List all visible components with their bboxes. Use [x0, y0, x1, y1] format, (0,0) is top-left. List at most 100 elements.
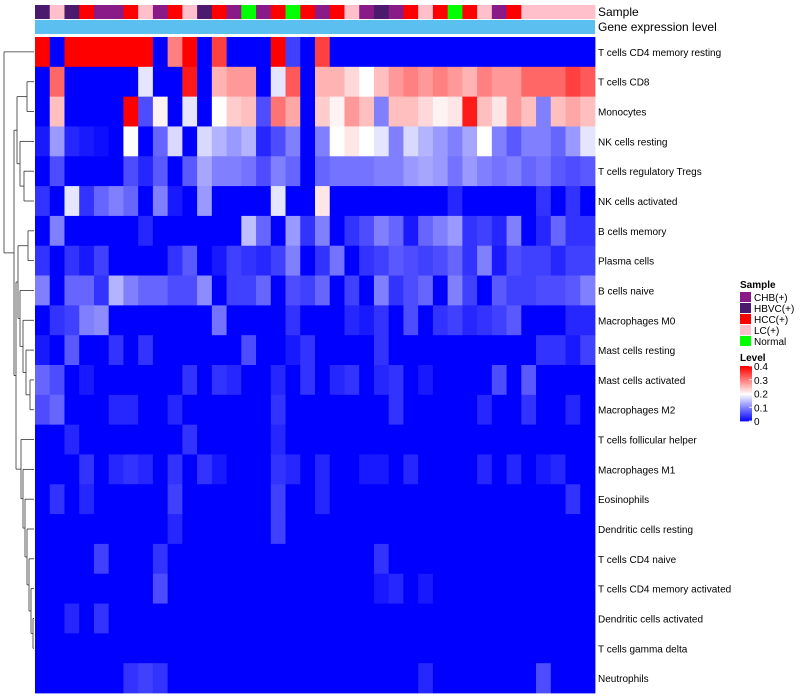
- heatmap-cell: [285, 305, 301, 336]
- sample-annotation-cell: [477, 5, 493, 19]
- heatmap-cell: [491, 603, 507, 634]
- heatmap-cell: [536, 573, 552, 604]
- heatmap-cell: [329, 573, 345, 604]
- heatmap-cell: [550, 66, 566, 98]
- sample-annotation-cell: [300, 5, 316, 19]
- heatmap-cell: [270, 186, 286, 217]
- sample-annotation-cell: [64, 5, 80, 19]
- annotation-label-expression: Gene expression level: [598, 20, 717, 34]
- heatmap-cell: [226, 543, 242, 575]
- heatmap-cell: [521, 365, 537, 396]
- heatmap-cell: [447, 335, 463, 366]
- heatmap-cell: [418, 215, 434, 247]
- heatmap-cell: [300, 514, 316, 545]
- heatmap-cell: [373, 663, 390, 694]
- heatmap-cell: [256, 275, 272, 306]
- heatmap-cell: [182, 663, 198, 694]
- heatmap-cell: [285, 424, 301, 455]
- heatmap-cell: [565, 454, 581, 485]
- heatmap-cell: [491, 633, 507, 664]
- heatmap-cell: [388, 215, 404, 247]
- heatmap-cell: [93, 245, 110, 276]
- heatmap-cell: [477, 394, 493, 426]
- heatmap-cell: [79, 126, 95, 157]
- heatmap-cell: [300, 245, 316, 276]
- heatmap-cell: [123, 66, 139, 98]
- heatmap-cell: [506, 37, 522, 68]
- heatmap-cell: [491, 365, 507, 396]
- heatmap-cell: [123, 37, 139, 68]
- heatmap-cell: [226, 66, 242, 98]
- heatmap-cell: [550, 663, 566, 694]
- heatmap-cell: [359, 394, 375, 426]
- legend-gradient-step: [740, 405, 752, 408]
- heatmap-cell: [359, 603, 375, 634]
- heatmap-cell: [138, 305, 154, 336]
- heatmap-cell: [506, 305, 522, 336]
- heatmap-cell: [226, 603, 242, 634]
- heatmap-cell: [270, 96, 286, 127]
- heatmap-cell: [108, 66, 124, 98]
- heatmap-cell: [197, 365, 213, 396]
- heatmap-cell: [285, 126, 301, 157]
- heatmap-cell: [344, 37, 360, 68]
- heatmap-cell: [226, 573, 242, 604]
- heatmap-cell: [506, 126, 522, 157]
- heatmap-cell: [447, 424, 463, 455]
- heatmap-cell: [64, 365, 80, 396]
- heatmap-cell: [108, 633, 124, 664]
- heatmap-cell: [270, 663, 286, 694]
- heatmap-cell: [403, 96, 419, 127]
- heatmap-cell: [403, 245, 419, 276]
- heatmap-cell: [447, 275, 463, 306]
- heatmap-cell: [152, 454, 169, 485]
- legend-gradient-step: [740, 419, 752, 422]
- heatmap-cell: [79, 305, 95, 336]
- sample-annotation-cell: [93, 5, 110, 19]
- heatmap-cell: [521, 215, 537, 247]
- heatmap-cell: [241, 186, 257, 217]
- heatmap-cell: [108, 365, 124, 396]
- heatmap-cell: [270, 424, 286, 455]
- heatmap-cell: [447, 543, 463, 575]
- heatmap-cell: [506, 424, 522, 455]
- heatmap-cell: [536, 663, 552, 694]
- heatmap-cell: [447, 66, 463, 98]
- heatmap-cell: [256, 543, 272, 575]
- legend-gradient-step: [740, 371, 752, 374]
- heatmap-cell: [491, 156, 507, 187]
- heatmap-cell: [285, 514, 301, 545]
- legend-gradient-step: [740, 378, 752, 381]
- heatmap-cell: [477, 215, 493, 247]
- heatmap-cell: [270, 633, 286, 664]
- heatmap-cell: [285, 365, 301, 396]
- heatmap-cell: [506, 543, 522, 575]
- heatmap-cell: [521, 335, 537, 366]
- heatmap-cell: [373, 156, 390, 187]
- heatmap-cell: [152, 394, 169, 426]
- heatmap-cell: [211, 37, 227, 68]
- heatmap-cell: [241, 394, 257, 426]
- heatmap-cell: [64, 66, 80, 98]
- heatmap-cell: [344, 394, 360, 426]
- heatmap-cell: [418, 126, 434, 157]
- heatmap-cell: [506, 275, 522, 306]
- heatmap-cell: [167, 514, 183, 545]
- heatmap-cell: [138, 126, 154, 157]
- heatmap-cell: [167, 37, 183, 68]
- heatmap-cell: [35, 96, 51, 127]
- heatmap-cell: [462, 454, 478, 485]
- heatmap-cell: [256, 335, 272, 366]
- heatmap-cell: [329, 365, 345, 396]
- heatmap-cell: [315, 305, 331, 336]
- row-label: T cells follicular helper: [598, 436, 697, 447]
- heatmap-cell: [167, 245, 183, 276]
- heatmap-cell: [565, 663, 581, 694]
- heatmap-cell: [123, 573, 139, 604]
- heatmap-cell: [138, 156, 154, 187]
- heatmap-cell: [536, 335, 552, 366]
- heatmap-cell: [64, 514, 80, 545]
- legend-swatch: [740, 292, 751, 302]
- heatmap-cell: [388, 663, 404, 694]
- heatmap-cell: [197, 66, 213, 98]
